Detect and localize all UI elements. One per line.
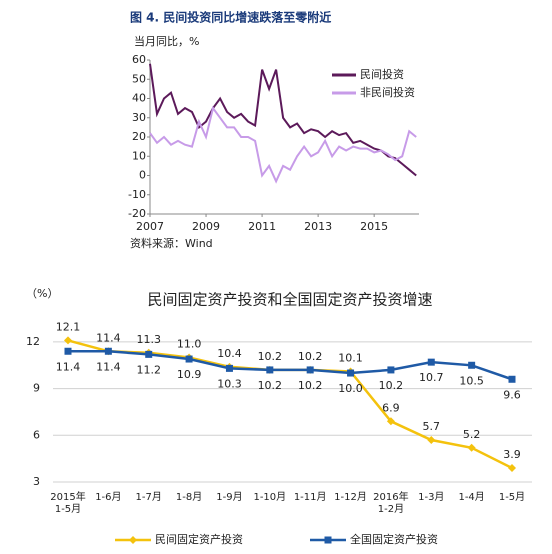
data-label: 10.1 — [338, 351, 363, 364]
chart-title: 民间固定资产投资和全国固定资产投资增速 — [147, 291, 432, 309]
series-line — [68, 350, 513, 381]
legend-label: 全国固定资产投资 — [350, 532, 438, 546]
x-tick-label: 1-10月 — [253, 492, 287, 503]
point-marker — [508, 375, 516, 383]
data-label: 10.7 — [419, 371, 444, 384]
x-tick-label: 2007 — [136, 220, 164, 233]
x-tick-label: 1-11月 — [293, 492, 327, 503]
y-tick-label: 20 — [132, 130, 146, 143]
data-label: 10.2 — [258, 379, 283, 392]
x-tick-label: 2011 — [248, 220, 276, 233]
data-label: 11.0 — [177, 337, 202, 350]
y-axis-label: 当月同比，% — [134, 34, 199, 48]
point-marker — [145, 350, 153, 358]
data-label: 10.9 — [177, 368, 202, 381]
data-label: 10.4 — [217, 347, 242, 360]
legend-label: 非民间投资 — [360, 85, 415, 99]
x-tick-label: 2013 — [304, 220, 332, 233]
data-label: 10.0 — [338, 382, 363, 395]
legend-marker — [324, 536, 332, 544]
data-label: 10.3 — [217, 377, 242, 390]
series-line — [149, 63, 417, 177]
legend-label: 民间固定资产投资 — [155, 532, 243, 546]
data-label: 11.4 — [96, 360, 121, 373]
legend-label: 民间投资 — [360, 67, 404, 81]
y-tick-label: 0 — [139, 169, 146, 182]
data-label: 3.9 — [503, 448, 521, 461]
series-line — [149, 105, 417, 184]
data-label: 10.2 — [258, 350, 283, 363]
point-marker — [387, 366, 395, 374]
x-tick-label: 1-12月 — [334, 492, 367, 503]
x-tick-label: 1-5月 — [498, 492, 526, 503]
point-marker — [427, 358, 435, 366]
data-label: 11.2 — [136, 363, 161, 376]
y-tick-label: 3 — [33, 475, 40, 488]
x-tick-label: 1-7月 — [135, 492, 162, 503]
data-label: 12.1 — [56, 320, 81, 333]
data-label: 11.4 — [96, 331, 121, 344]
chart-title: 图 4. 民间投资同比增速跌落至零附近 — [130, 10, 331, 25]
x-tick-label: 1-4月 — [458, 492, 485, 503]
legend-marker — [129, 536, 137, 544]
x-tick-label: 1-8月 — [175, 492, 203, 503]
y-tick-label: 6 — [33, 428, 40, 441]
x-tick-label: 2016年 1-2月 — [373, 492, 409, 515]
series-line — [67, 339, 513, 470]
x-tick-label: 2009 — [192, 220, 220, 233]
data-label: 9.6 — [503, 388, 521, 401]
y-tick-label: 12 — [26, 335, 40, 348]
point-marker — [64, 347, 72, 355]
point-marker — [468, 361, 476, 369]
data-label: 10.2 — [298, 379, 323, 392]
x-tick-label: 1-9月 — [216, 492, 243, 503]
point-marker — [347, 369, 355, 377]
point-marker — [467, 443, 476, 452]
y-tick-label: -10 — [128, 188, 146, 201]
data-label: 10.5 — [459, 374, 484, 387]
point-marker — [185, 355, 193, 363]
x-tick-label: 2015 — [360, 220, 388, 233]
data-label: 10.2 — [298, 350, 323, 363]
x-tick-label: 1-6月 — [95, 492, 122, 503]
data-label: 5.7 — [423, 420, 441, 433]
point-marker — [427, 435, 436, 444]
y-tick-label: 9 — [33, 382, 40, 395]
point-marker — [225, 364, 233, 372]
point-marker — [306, 366, 314, 374]
y-tick-label: 30 — [132, 111, 146, 124]
point-marker — [386, 417, 395, 426]
data-label: 10.2 — [379, 379, 404, 392]
data-label: 11.4 — [56, 360, 81, 373]
y-tick-label: 60 — [132, 53, 146, 66]
data-label: 6.9 — [382, 401, 400, 414]
y-tick-label: 50 — [132, 72, 146, 85]
source-note: 资料来源：Wind — [130, 236, 213, 250]
x-tick-label: 2015年 1-5月 — [50, 492, 86, 515]
data-label: 5.2 — [463, 428, 481, 441]
x-tick-label: 1-3月 — [418, 492, 445, 503]
y-tick-label: -20 — [128, 207, 146, 220]
point-marker — [508, 463, 516, 472]
data-label: 11.3 — [136, 333, 161, 346]
y-tick-label: 40 — [132, 92, 146, 105]
y-axis-label: （%） — [26, 287, 58, 300]
point-marker — [64, 336, 72, 345]
point-marker — [266, 366, 274, 374]
y-tick-label: 10 — [132, 149, 146, 162]
point-marker — [104, 347, 112, 355]
